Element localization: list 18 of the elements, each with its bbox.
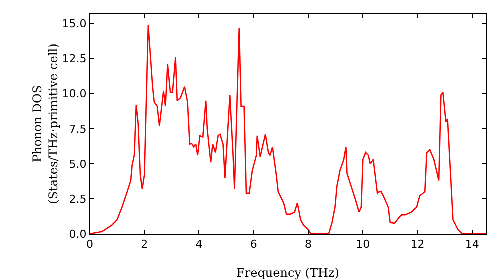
y-tick-label: 12.5 [62, 52, 87, 66]
x-tick-label: 6 [250, 238, 258, 252]
y-tick-label: 2.5 [69, 192, 87, 206]
y-tick-label: 5.0 [69, 158, 87, 171]
y-tick-label: 0.0 [69, 228, 87, 241]
y-axis-title: Phonon DOS (States/THz·primitive cell) [30, 44, 60, 204]
y-tick-label: 15.0 [62, 18, 87, 31]
y-tick-label: 7.5 [69, 122, 87, 136]
x-axis-title: Frequency (THz) [236, 266, 340, 280]
y-tick-label: 10.0 [62, 88, 87, 101]
x-tick-label: 14 [465, 238, 480, 252]
x-tick-label: 0 [86, 238, 94, 252]
x-tick-label: 8 [304, 238, 312, 252]
x-tick-label: 12 [410, 238, 425, 252]
x-tick-label: 4 [196, 238, 203, 252]
x-tick-label: 2 [141, 238, 148, 252]
x-tick-label: 10 [356, 238, 370, 252]
line-series [90, 24, 486, 234]
